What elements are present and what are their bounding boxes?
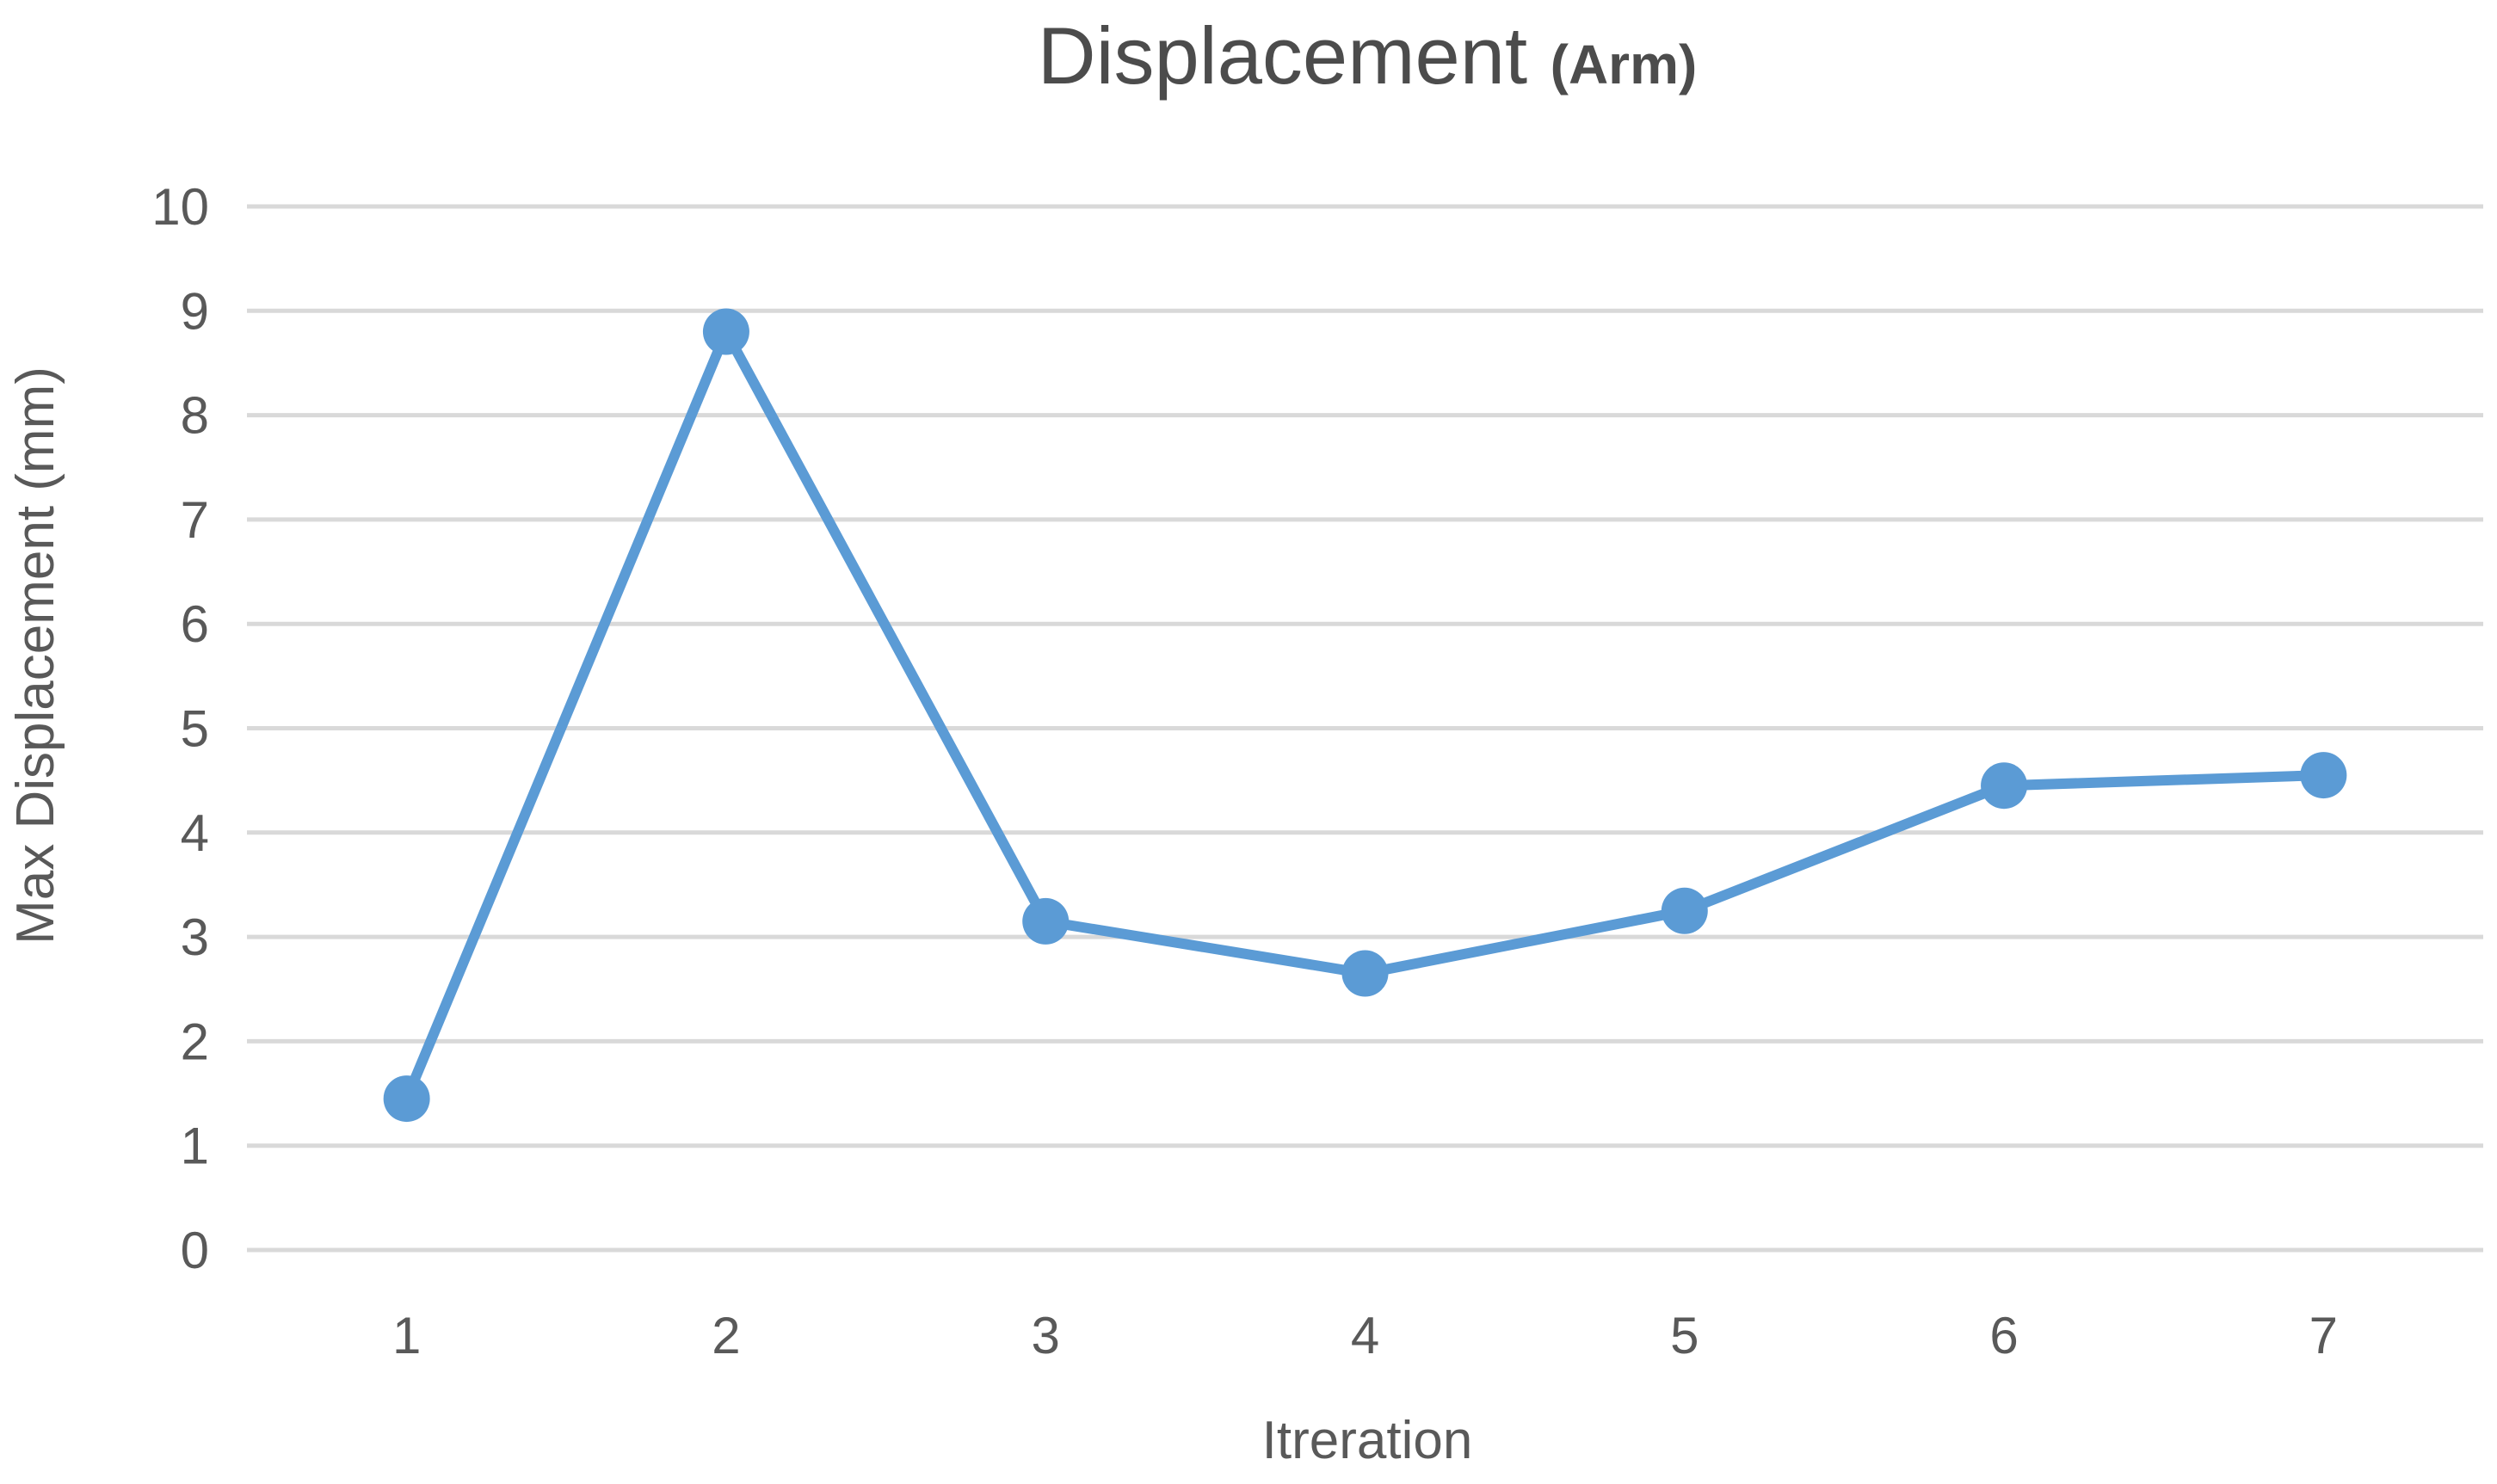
x-tick-label: 3 <box>1032 1307 1060 1364</box>
y-tick-label: 4 <box>181 804 209 862</box>
y-tick-label: 7 <box>181 491 209 549</box>
data-point <box>1981 762 2028 810</box>
x-tick-label: 6 <box>1989 1307 2018 1364</box>
x-axis-title: Itreration <box>1262 1411 1473 1470</box>
x-tick-label: 2 <box>712 1307 740 1364</box>
y-tick-label: 5 <box>181 700 209 758</box>
data-point <box>383 1075 430 1123</box>
x-tick-label: 5 <box>1670 1307 1699 1364</box>
y-tick-label: 6 <box>181 595 209 653</box>
plot-area: 0 1 2 3 4 5 6 7 8 9 10 1 2 3 4 5 6 7 <box>151 178 2483 1364</box>
y-tick-label: 8 <box>181 387 209 445</box>
data-point <box>702 308 749 355</box>
y-tick-label: 2 <box>181 1013 209 1070</box>
y-tick-label: 1 <box>181 1118 209 1175</box>
chart-title-suffix: (Arm) <box>1551 34 1698 95</box>
y-tick-label: 0 <box>181 1222 209 1279</box>
x-tick-label: 1 <box>392 1307 421 1364</box>
chart-title: Displacement (Arm) <box>1038 10 1698 101</box>
chart-title-main: Displacement <box>1038 10 1527 101</box>
data-point <box>1661 887 1708 934</box>
data-point <box>1341 950 1389 997</box>
x-tick-label: 4 <box>1351 1307 1379 1364</box>
y-tick-label: 3 <box>181 908 209 966</box>
y-axis-title: Max Displacement (mm) <box>6 366 65 945</box>
y-tick-label: 10 <box>151 178 209 236</box>
y-tick-label: 9 <box>181 282 209 340</box>
data-point <box>1022 897 1070 945</box>
x-tick-label: 7 <box>2309 1307 2338 1364</box>
data-point <box>2300 752 2347 799</box>
